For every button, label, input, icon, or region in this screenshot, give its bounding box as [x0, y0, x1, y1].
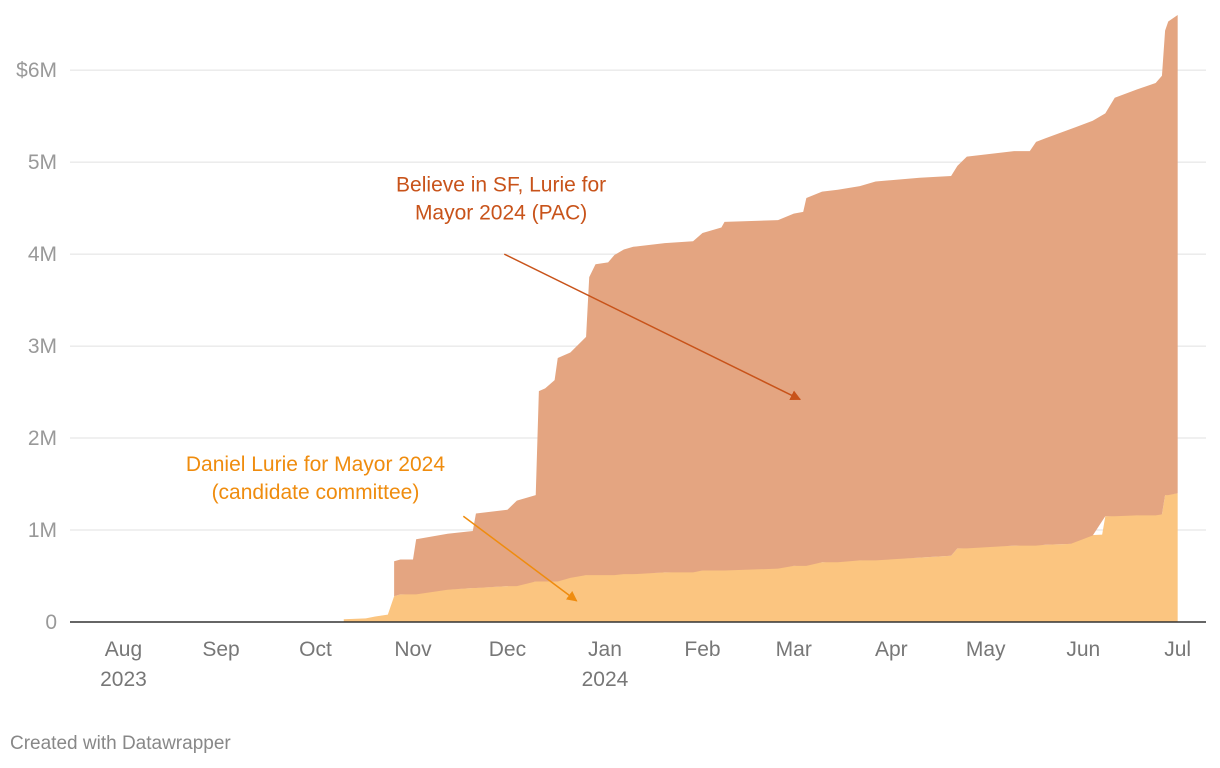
- y-tick-label: $6M: [16, 59, 57, 82]
- x-tick-label: Apr: [875, 638, 908, 661]
- y-tick-label: 2M: [28, 427, 57, 450]
- annotations: Believe in SF, Lurie for Mayor 2024 (PAC)…: [186, 174, 802, 602]
- annotation-label: Mayor 2024 (PAC): [415, 202, 587, 225]
- annotation-arrow: [462, 515, 578, 602]
- y-tick-label: 4M: [28, 243, 57, 266]
- area-pac: [394, 15, 1178, 597]
- x-tick-label: Jan: [588, 638, 622, 661]
- x-tick-label: Jun: [1066, 638, 1100, 661]
- y-tick-label: 5M: [28, 151, 57, 174]
- series-areas: [343, 15, 1178, 622]
- y-tick-label: 0: [45, 611, 57, 634]
- axes: 0 1M 2M 3M 4M 5M $6M Aug 2023 Sep Oct Nov Dec Jan 2024…: [16, 59, 1206, 691]
- annotation-label: Believe in SF, Lurie for: [396, 174, 606, 197]
- x-tick-label: Feb: [684, 638, 720, 661]
- x-tick-label: Oct: [299, 638, 332, 661]
- x-tick-label: Dec: [489, 638, 526, 661]
- x-tick-label: Aug: [105, 638, 142, 661]
- area-candidate-committee: [343, 493, 1178, 622]
- x-tick-year-label: 2024: [582, 668, 629, 691]
- annotation-label: Daniel Lurie for Mayor 2024: [186, 453, 445, 476]
- y-tick-label: 3M: [28, 335, 57, 358]
- datawrapper-credit[interactable]: Created with Datawrapper: [10, 733, 231, 754]
- x-tick-label: May: [966, 638, 1006, 661]
- y-tick-label: 1M: [28, 519, 57, 542]
- x-tick-label: Jul: [1164, 638, 1191, 661]
- annotation-arrow: [503, 253, 802, 401]
- x-tick-label: Mar: [776, 638, 812, 661]
- annotation-label: (candidate committee): [212, 481, 420, 504]
- x-tick-label: Nov: [394, 638, 432, 661]
- x-tick-year-label: 2023: [100, 668, 147, 691]
- x-tick-label: Sep: [202, 638, 239, 661]
